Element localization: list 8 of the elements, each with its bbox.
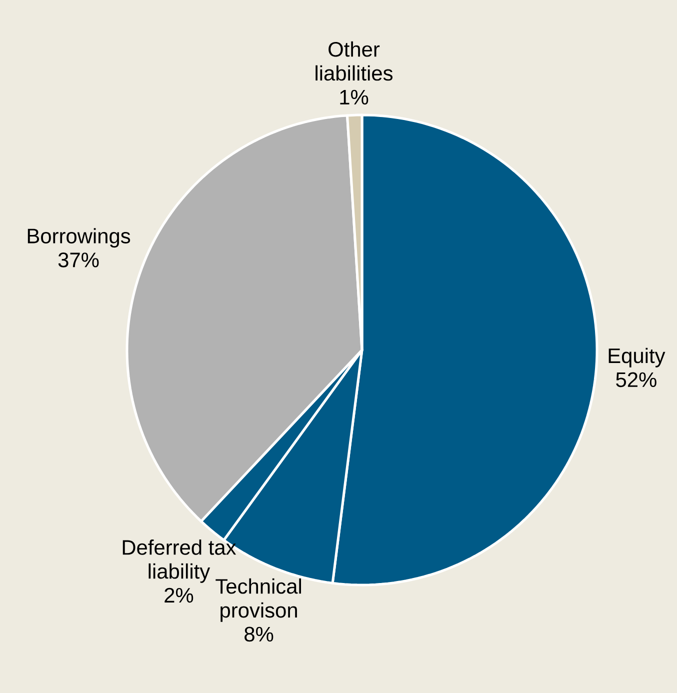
data-label: 52% xyxy=(616,372,656,388)
data-label: 37% xyxy=(58,252,99,268)
data-label: 2% xyxy=(164,588,194,603)
data-label: 8% xyxy=(244,626,274,642)
slice-label: Borrowings xyxy=(28,228,130,248)
slice-label: Other liabilities xyxy=(316,41,393,81)
slice-label: Equity xyxy=(608,348,666,368)
data-label: 1% xyxy=(340,90,368,105)
